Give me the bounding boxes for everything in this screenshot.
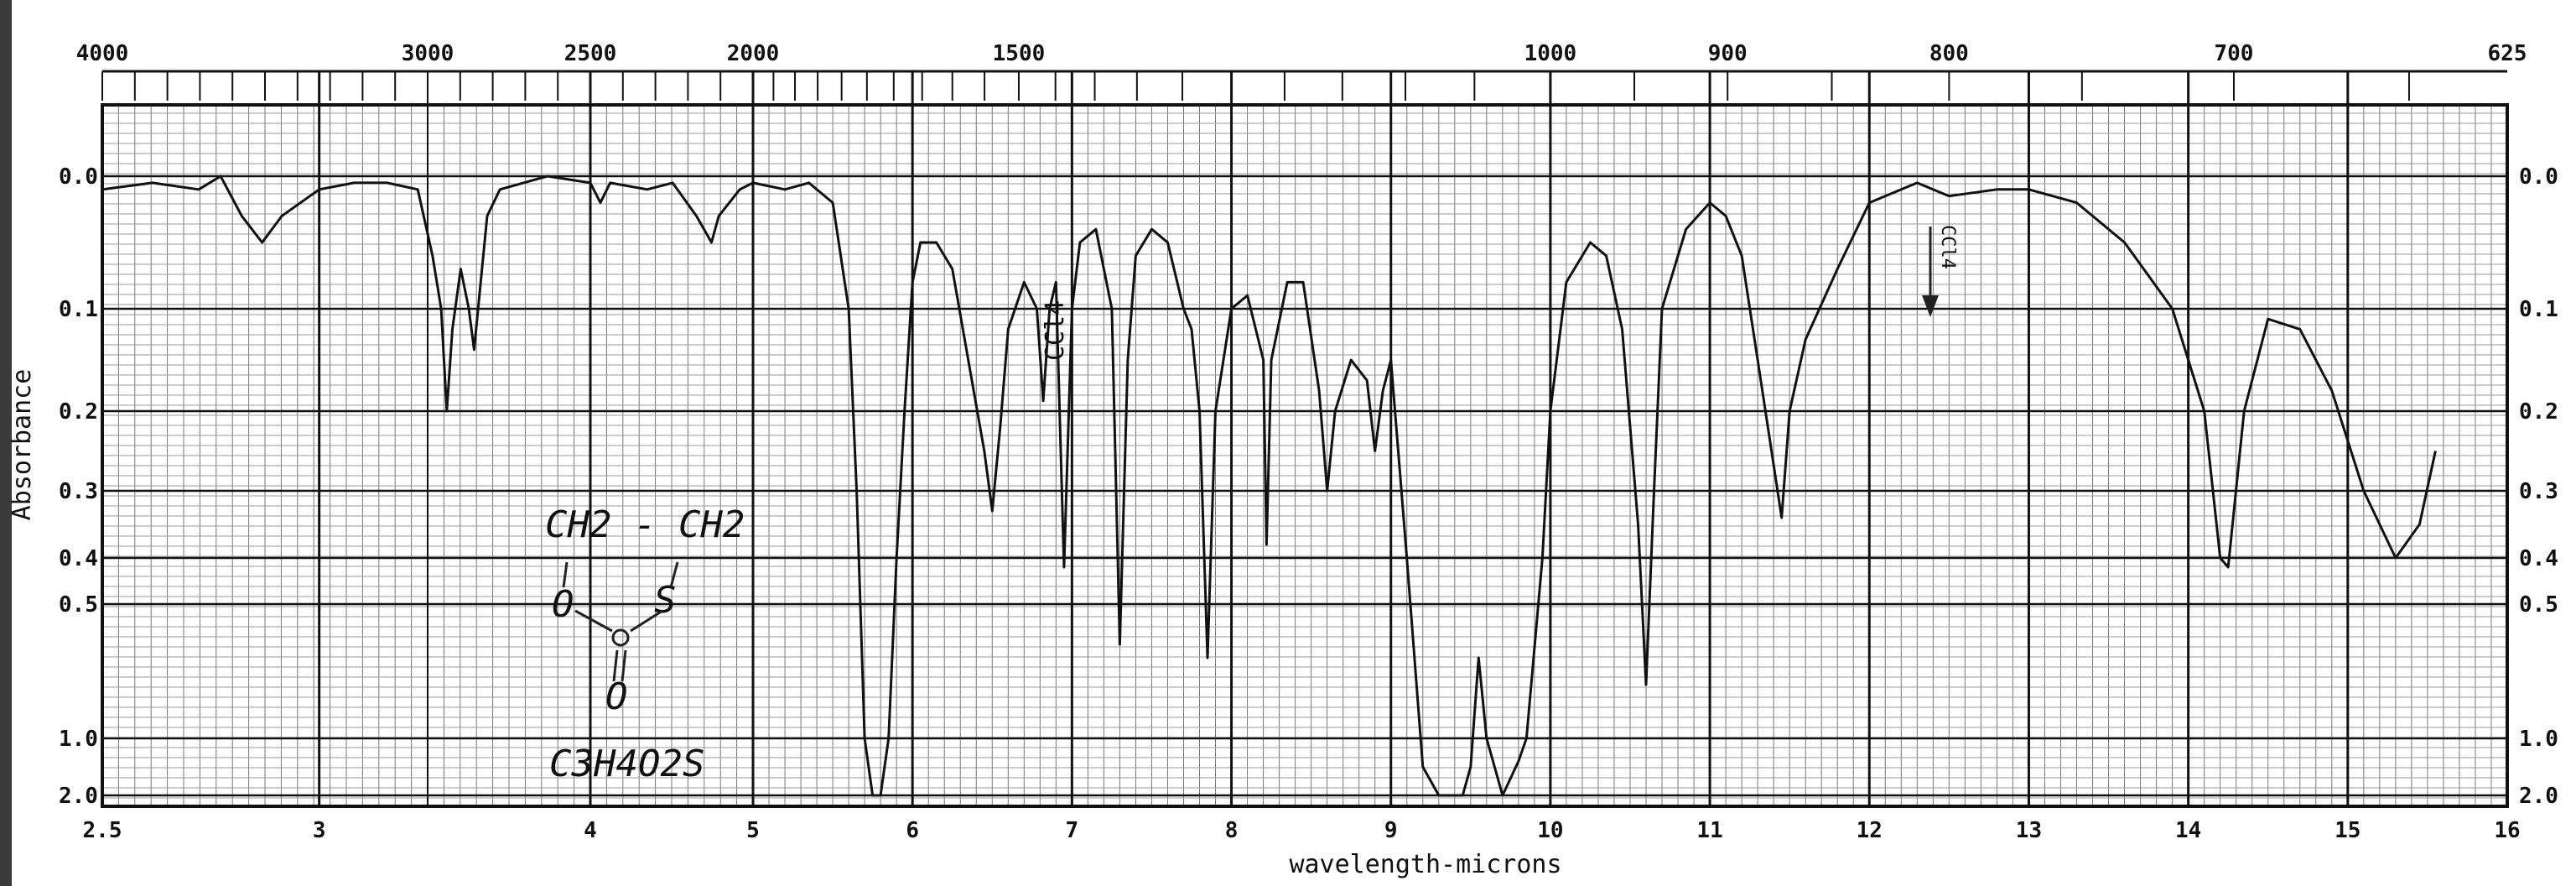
wavenumber-tick-label: 2500 xyxy=(564,41,617,66)
y-tick-label: 1.0 xyxy=(2519,727,2558,752)
y-tick-label: 0.1 xyxy=(2519,297,2558,322)
absorbance-trace xyxy=(101,175,2437,797)
wavenumber-ruler xyxy=(101,70,2507,101)
arrow-note: CCl4 xyxy=(1937,225,1958,269)
x-tick-labels: 2.5 3 4 5 6 7 8 9 10 11 12 13 14 15 16 xyxy=(83,818,2521,843)
wavenumber-tick-label: 4000 xyxy=(76,41,129,66)
x-tick-label: 16 xyxy=(2494,818,2520,843)
wavenumber-tick-label: 2000 xyxy=(727,41,780,66)
x-tick-label: 2.5 xyxy=(83,818,122,843)
wavenumber-tick-labels: 4000 3000 2500 2000 1500 1000 900 800 700 625 xyxy=(76,41,2527,66)
x-tick-label: 12 xyxy=(1857,818,1883,843)
y-tick-label: 2.0 xyxy=(2519,784,2558,809)
x-tick-label: 13 xyxy=(2016,818,2042,843)
x-tick-label: 3 xyxy=(313,818,326,843)
x-tick-label: 5 xyxy=(746,818,760,843)
wavenumber-tick-label: 700 xyxy=(2214,41,2253,66)
x-tick-label: 9 xyxy=(1384,818,1398,843)
x-tick-label: 14 xyxy=(2175,818,2201,843)
y-tick-label: 0.2 xyxy=(59,399,98,425)
y-tick-label: 0.1 xyxy=(59,297,98,322)
wavenumber-tick-label: 1000 xyxy=(1524,41,1577,66)
wavenumber-tick-label: 800 xyxy=(1929,41,1969,66)
x-tick-label: 6 xyxy=(906,818,919,843)
y-tick-label: 2.0 xyxy=(59,784,98,809)
x-tick-label: 8 xyxy=(1225,818,1239,843)
y-tick-label: 0.5 xyxy=(2519,592,2558,618)
y-axis-title: Absorbance xyxy=(8,369,37,521)
y-tick-label: 0.4 xyxy=(59,546,98,571)
x-tick-label: 11 xyxy=(1696,818,1722,843)
structure-bonds xyxy=(562,561,679,682)
y-tick-label: 1.0 xyxy=(59,727,98,752)
major-grid xyxy=(102,71,2507,806)
structure-left-atom: O xyxy=(552,583,574,626)
y-tick-labels-right: 0.0 0.1 0.2 0.3 0.4 0.5 1.0 2.0 xyxy=(2519,164,2558,809)
x-tick-label: 7 xyxy=(1066,818,1079,843)
y-tick-label: 0.0 xyxy=(59,164,98,190)
x-tick-label: 10 xyxy=(1537,818,1563,843)
wavenumber-tick-label: 900 xyxy=(1708,41,1748,66)
wavenumber-tick-label: 3000 xyxy=(402,41,454,66)
y-tick-label: 0.3 xyxy=(2519,479,2558,504)
wavenumber-tick-label: 625 xyxy=(2488,41,2527,66)
y-tick-labels-left: 0.0 0.1 0.2 0.3 0.4 0.5 1.0 2.0 xyxy=(59,164,98,809)
annotation-arrow: CCl4 xyxy=(1922,225,1958,317)
left-edge-strip xyxy=(0,0,12,886)
plot-frame xyxy=(101,103,2509,808)
y-tick-label: 0.5 xyxy=(59,592,98,618)
structure-top-label: CH2 - CH2 xyxy=(545,503,745,546)
y-tick-label: 0.2 xyxy=(2519,399,2558,425)
structure-bottom-atom: O xyxy=(605,675,628,718)
y-tick-label: 0.3 xyxy=(59,479,98,504)
x-tick-label: 15 xyxy=(2334,818,2360,843)
x-tick-label: 4 xyxy=(584,818,597,843)
formula-label: C3H4O2S xyxy=(549,743,704,785)
x-axis-title: wavelength-microns xyxy=(1289,850,1561,879)
wavenumber-tick-label: 1500 xyxy=(993,41,1046,66)
y-tick-label: 0.4 xyxy=(2519,546,2558,571)
solvent-label: CCl4 xyxy=(1041,300,1070,361)
y-tick-label: 0.0 xyxy=(2519,164,2558,190)
minor-grid xyxy=(102,105,2507,806)
